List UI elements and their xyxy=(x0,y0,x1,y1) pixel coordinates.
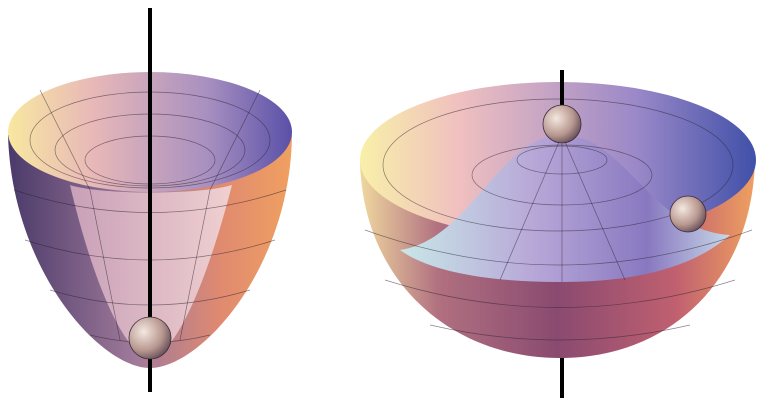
grid-line xyxy=(429,324,691,341)
grid-line xyxy=(39,89,121,341)
ball-top xyxy=(542,104,582,144)
ball-trough xyxy=(669,195,707,233)
ball xyxy=(128,316,172,360)
grid-line xyxy=(364,229,753,266)
grid-line xyxy=(382,98,734,232)
mexican-hat-potential xyxy=(360,70,756,398)
grid-line xyxy=(499,134,563,281)
hump xyxy=(400,135,730,282)
grid-line xyxy=(384,279,736,308)
parabolic-potential xyxy=(8,8,292,392)
grid-line xyxy=(561,134,626,281)
grid-line xyxy=(179,89,261,341)
